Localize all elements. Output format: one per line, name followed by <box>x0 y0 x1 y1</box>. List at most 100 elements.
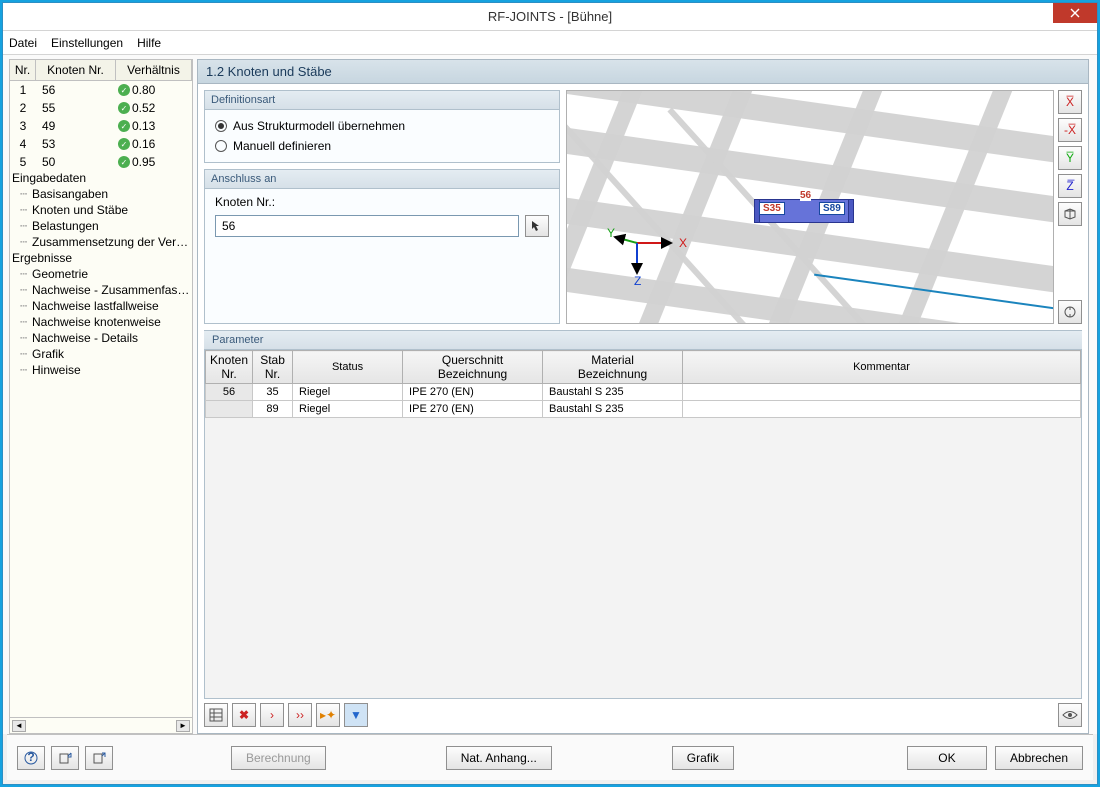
tree-item[interactable]: Nachweise - Details <box>14 330 190 346</box>
skip-button[interactable]: ›› <box>288 703 312 727</box>
axis-y-icon: Y̅ <box>1066 151 1074 165</box>
menu-file[interactable]: Datei <box>9 36 37 50</box>
import-icon <box>58 751 72 765</box>
status-ok-icon <box>118 84 130 96</box>
tree-item[interactable]: Nachweise lastfallweise <box>14 298 190 314</box>
view-y-button[interactable]: Y̅ <box>1058 146 1082 170</box>
double-arrow-icon: ›› <box>296 708 304 722</box>
table-row[interactable]: 5635RiegelIPE 270 (EN)Baustahl S 235 <box>206 384 1081 401</box>
tree-item[interactable]: Knoten und Stäbe <box>14 202 190 218</box>
knoten-nr-input[interactable] <box>215 215 519 237</box>
main-window: RF-JOINTS - [Bühne] Datei Einstellungen … <box>2 2 1098 785</box>
help-icon: ? <box>24 751 38 765</box>
label-node-56: 56 <box>800 190 811 201</box>
tree-input-group[interactable]: Eingabedaten <box>12 170 190 186</box>
import-button[interactable] <box>51 746 79 770</box>
title-bar: RF-JOINTS - [Bühne] <box>3 3 1097 31</box>
menu-bar: Datei Einstellungen Hilfe <box>3 31 1097 55</box>
radio-icon <box>215 140 227 152</box>
tree-item[interactable]: Belastungen <box>14 218 190 234</box>
tree-results-group[interactable]: Ergebnisse <box>12 250 190 266</box>
nav-tree[interactable]: Eingabedaten BasisangabenKnoten und Stäb… <box>10 167 192 717</box>
view-z-button[interactable]: Z̅ <box>1058 174 1082 198</box>
col-status: Status <box>293 351 403 384</box>
help-button[interactable]: ? <box>17 746 45 770</box>
table-settings-button[interactable] <box>204 703 228 727</box>
radio-from-model-label: Aus Strukturmodell übernehmen <box>233 119 405 133</box>
parameter-title: Parameter <box>204 330 1082 350</box>
axis-neg-x-icon: -X̅ <box>1064 123 1076 137</box>
parameter-toolbar: ✖ › ›› ▸✦ ▼ <box>204 703 1082 727</box>
axis-z-icon: Z̅ <box>1066 179 1073 193</box>
tree-item[interactable]: Geometrie <box>14 266 190 282</box>
status-ok-icon <box>118 102 130 114</box>
footer-bar: ? Berechnung Nat. Anhang... Grafik OK Ab… <box>7 734 1093 780</box>
list-item[interactable]: 349 0.13 <box>10 117 192 135</box>
tree-scrollbar[interactable]: ◄ ► <box>10 717 192 733</box>
national-annex-button[interactable]: Nat. Anhang... <box>446 746 552 770</box>
view-settings-button[interactable] <box>1058 300 1082 324</box>
left-panel: Nr. Knoten Nr. Verhältnis 156 0.80255 0.… <box>9 59 193 734</box>
pick-node-button[interactable] <box>525 215 549 237</box>
wrench-icon <box>1063 305 1077 319</box>
filter-button[interactable]: ▼ <box>344 703 368 727</box>
cancel-button[interactable]: Abbrechen <box>995 746 1083 770</box>
col-stab-nr: StabNr. <box>253 351 293 384</box>
export-button[interactable] <box>85 746 113 770</box>
svg-text:Z: Z <box>634 274 641 287</box>
close-button[interactable] <box>1053 3 1097 23</box>
view-iso-button[interactable] <box>1058 202 1082 226</box>
next-button[interactable]: › <box>260 703 284 727</box>
radio-manual-label: Manuell definieren <box>233 139 331 153</box>
filter-icon: ▼ <box>350 708 362 722</box>
delete-icon: ✖ <box>239 708 249 722</box>
viewport-toolbar: X̅ -X̅ Y̅ Z̅ <box>1058 90 1082 324</box>
export-icon <box>92 751 106 765</box>
3d-viewport[interactable]: S35 56 S89 X Y <box>566 90 1054 324</box>
definition-type-group: Definitionsart Aus Strukturmodell überne… <box>204 90 560 163</box>
preview-button[interactable] <box>1058 703 1082 727</box>
cube-icon <box>1063 207 1077 221</box>
tree-item[interactable]: Nachweise knotenweise <box>14 314 190 330</box>
cursor-pick-icon <box>530 219 544 233</box>
delete-button[interactable]: ✖ <box>232 703 256 727</box>
tree-item[interactable]: Basisangaben <box>14 186 190 202</box>
list-item[interactable]: 453 0.16 <box>10 135 192 153</box>
svg-text:X: X <box>679 236 687 250</box>
menu-settings[interactable]: Einstellungen <box>51 36 123 50</box>
definition-type-title: Definitionsart <box>205 91 559 110</box>
status-ok-icon <box>118 138 130 150</box>
col-kommentar: Kommentar <box>683 351 1081 384</box>
view-neg-x-button[interactable]: -X̅ <box>1058 118 1082 142</box>
ok-button[interactable]: OK <box>907 746 987 770</box>
status-ok-icon <box>118 120 130 132</box>
radio-manual[interactable]: Manuell definieren <box>215 136 549 156</box>
list-item[interactable]: 156 0.80 <box>10 81 192 99</box>
list-item[interactable]: 255 0.52 <box>10 99 192 117</box>
view-x-button[interactable]: X̅ <box>1058 90 1082 114</box>
calculate-button[interactable]: Berechnung <box>231 746 326 770</box>
col-knoten: Knoten Nr. <box>36 60 116 80</box>
menu-help[interactable]: Hilfe <box>137 36 161 50</box>
page-title: 1.2 Knoten und Stäbe <box>198 60 1088 84</box>
col-knoten-nr: KnotenNr. <box>206 351 253 384</box>
parameter-table[interactable]: KnotenNr. StabNr. Status QuerschnittBeze… <box>205 350 1081 418</box>
node-list[interactable]: 156 0.80255 0.52349 0.13453 0.16550 0.95 <box>10 81 192 167</box>
scroll-left-icon[interactable]: ◄ <box>12 720 26 732</box>
graphic-button[interactable]: Grafik <box>672 746 734 770</box>
svg-text:Y: Y <box>607 226 615 240</box>
tree-item[interactable]: Grafik <box>14 346 190 362</box>
radio-icon <box>215 120 227 132</box>
parameter-table-area: KnotenNr. StabNr. Status QuerschnittBeze… <box>204 350 1082 699</box>
tree-item[interactable]: Hinweise <box>14 362 190 378</box>
label-s89: S89 <box>819 202 845 215</box>
col-querschnitt: QuerschnittBezeichnung <box>403 351 543 384</box>
window-title: RF-JOINTS - [Bühne] <box>3 9 1097 24</box>
col-material: MaterialBezeichnung <box>543 351 683 384</box>
tree-item[interactable]: Nachweise - Zusammenfassung <box>14 282 190 298</box>
scroll-right-icon[interactable]: ► <box>176 720 190 732</box>
tree-item[interactable]: Zusammensetzung der Verbindung <box>14 234 190 250</box>
table-row[interactable]: 89RiegelIPE 270 (EN)Baustahl S 235 <box>206 401 1081 418</box>
add-button[interactable]: ▸✦ <box>316 703 340 727</box>
radio-from-model[interactable]: Aus Strukturmodell übernehmen <box>215 116 549 136</box>
